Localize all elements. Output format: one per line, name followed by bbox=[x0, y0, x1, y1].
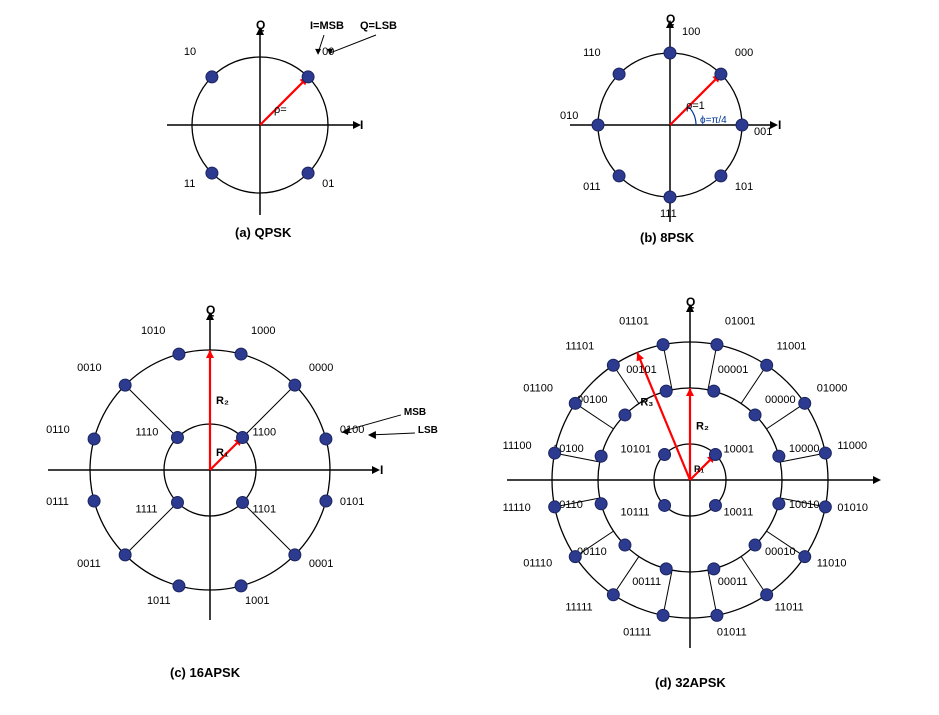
svg-text:11010: 11010 bbox=[817, 558, 847, 570]
psk8-svg: 000 001 100 110 010 011 111 101 Q Iρ=1 ϕ=π/4 bbox=[520, 5, 840, 255]
svg-text:11: 11 bbox=[184, 178, 195, 190]
svg-text:11011: 11011 bbox=[775, 602, 804, 614]
qpsk-svg: 00101101QIρ=I=MSBQ=LSB bbox=[120, 10, 420, 250]
svg-text:00101: 00101 bbox=[626, 364, 657, 376]
svg-text:110: 110 bbox=[583, 47, 601, 59]
svg-text:00010: 00010 bbox=[765, 546, 796, 558]
svg-text:01110: 01110 bbox=[523, 558, 552, 570]
svg-text:01100: 01100 bbox=[523, 382, 553, 394]
svg-text:1001: 1001 bbox=[245, 595, 269, 607]
svg-text:I: I bbox=[778, 118, 781, 132]
svg-text:00111: 00111 bbox=[632, 576, 661, 588]
svg-text:10: 10 bbox=[184, 46, 196, 58]
qpsk-caption: (a) QPSK bbox=[235, 225, 291, 240]
svg-text:11000: 11000 bbox=[837, 440, 867, 452]
svg-text:0110: 0110 bbox=[46, 424, 70, 436]
svg-text:I: I bbox=[380, 463, 383, 477]
svg-text:0101: 0101 bbox=[340, 496, 364, 508]
svg-text:1101: 1101 bbox=[253, 504, 277, 516]
psk8-caption: (b) 8PSK bbox=[640, 230, 694, 245]
svg-text:101: 101 bbox=[735, 181, 753, 193]
svg-text:0000: 0000 bbox=[309, 362, 333, 374]
svg-text:ρ=: ρ= bbox=[274, 104, 287, 116]
svg-text:10111: 10111 bbox=[621, 506, 650, 518]
svg-text:R₂: R₂ bbox=[696, 420, 709, 432]
svg-text:11111: 11111 bbox=[565, 602, 592, 614]
svg-text:MSB: MSB bbox=[404, 407, 426, 418]
svg-text:100: 100 bbox=[682, 26, 700, 38]
svg-text:I: I bbox=[360, 118, 363, 132]
svg-text:10101: 10101 bbox=[621, 444, 652, 456]
svg-text:1000: 1000 bbox=[251, 325, 275, 337]
svg-text:01111: 01111 bbox=[623, 626, 651, 638]
svg-text:010: 010 bbox=[560, 110, 578, 122]
svg-text:10001: 10001 bbox=[723, 444, 754, 456]
svg-text:01011: 01011 bbox=[717, 626, 747, 638]
qpsk-panel: 00101101QIρ=I=MSBQ=LSB (a) QPSK bbox=[120, 10, 420, 250]
svg-text:11101: 11101 bbox=[565, 340, 594, 352]
svg-text:10010: 10010 bbox=[789, 499, 820, 511]
svg-text:01000: 01000 bbox=[817, 382, 848, 394]
svg-text:10011: 10011 bbox=[723, 506, 753, 518]
svg-text:Q: Q bbox=[686, 295, 695, 309]
svg-text:Q: Q bbox=[206, 303, 215, 317]
svg-text:0001: 0001 bbox=[309, 558, 333, 570]
svg-text:01: 01 bbox=[322, 178, 334, 190]
svg-text:R₂: R₂ bbox=[216, 395, 229, 407]
svg-text:10000: 10000 bbox=[789, 443, 820, 455]
svg-text:Q=LSB: Q=LSB bbox=[360, 20, 397, 32]
svg-text:0010: 0010 bbox=[77, 362, 101, 374]
svg-text:ρ=1: ρ=1 bbox=[686, 100, 705, 112]
svg-text:0111: 0111 bbox=[46, 496, 69, 508]
svg-text:01010: 01010 bbox=[837, 502, 868, 514]
svg-text:11110: 11110 bbox=[503, 502, 531, 514]
svg-text:01101: 01101 bbox=[619, 316, 649, 328]
svg-text:11001: 11001 bbox=[777, 340, 807, 352]
svg-text:11100: 11100 bbox=[503, 440, 532, 452]
svg-text:1010: 1010 bbox=[141, 325, 165, 337]
svg-text:R₁: R₁ bbox=[694, 464, 704, 474]
psk8-panel: 000 001 100 110 010 011 111 101 Q Iρ=1 ϕ=π/4 (b) 8… bbox=[520, 5, 840, 255]
apsk32-panel: 10001 10101 10111 10011 10000 00000 00001 00101… bbox=[445, 270, 935, 710]
svg-text:00001: 00001 bbox=[718, 364, 749, 376]
svg-text:1011: 1011 bbox=[147, 595, 171, 607]
svg-text:011: 011 bbox=[583, 181, 601, 193]
svg-text:00011: 00011 bbox=[718, 576, 748, 588]
svg-text:0011: 0011 bbox=[77, 558, 101, 570]
svg-text:ϕ=π/4: ϕ=π/4 bbox=[700, 115, 727, 126]
svg-text:000: 000 bbox=[735, 47, 753, 59]
svg-text:001: 001 bbox=[754, 126, 772, 138]
svg-text:Q: Q bbox=[666, 12, 675, 26]
svg-text:Q: Q bbox=[256, 18, 265, 32]
svg-text:111: 111 bbox=[660, 208, 677, 220]
apsk16-panel: 1100111011111101010000001000101000100110… bbox=[20, 280, 450, 690]
svg-text:1110: 1110 bbox=[135, 426, 158, 438]
apsk32-caption: (d) 32APSK bbox=[655, 675, 726, 690]
svg-text:I=MSB: I=MSB bbox=[310, 20, 344, 32]
svg-text:00000: 00000 bbox=[765, 394, 796, 406]
apsk16-caption: (c) 16APSK bbox=[170, 665, 240, 680]
apsk32-svg: 10001 10101 10111 10011 10000 00000 00001 00101… bbox=[445, 270, 935, 710]
svg-text:R₁: R₁ bbox=[216, 447, 229, 459]
svg-text:LSB: LSB bbox=[418, 425, 438, 436]
svg-text:01001: 01001 bbox=[725, 316, 756, 328]
svg-text:1111: 1111 bbox=[135, 504, 157, 516]
svg-text:1100: 1100 bbox=[253, 426, 277, 438]
svg-text:R₃: R₃ bbox=[640, 397, 653, 409]
apsk16-svg: 1100111011111101010000001000101000100110… bbox=[20, 280, 450, 690]
